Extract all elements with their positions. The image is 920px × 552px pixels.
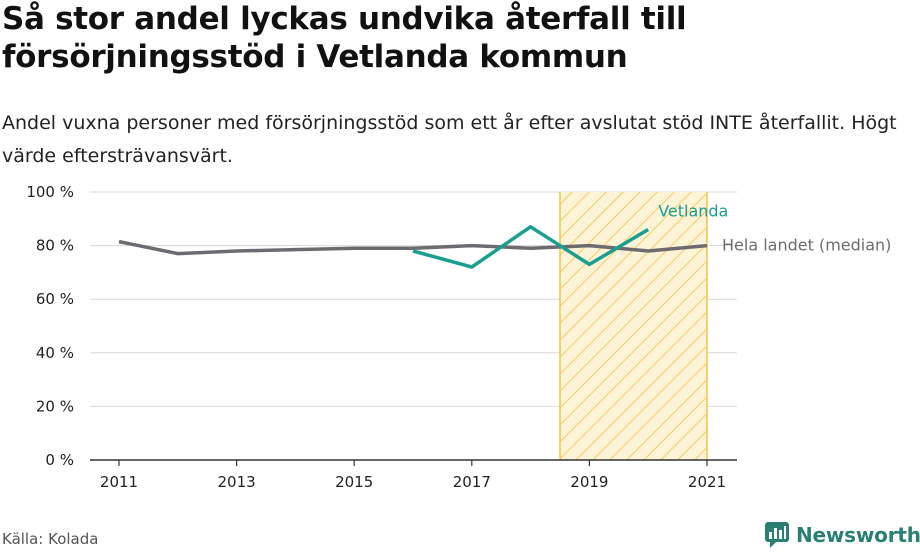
newsworthy-logo-icon	[765, 522, 789, 548]
y-tick-label: 80 %	[36, 237, 74, 255]
series-label-median: Hela landet (median)	[722, 236, 891, 255]
series-label-vetlanda: Vetlanda	[658, 202, 728, 221]
y-tick-label: 20 %	[36, 397, 74, 415]
series-lines	[118, 225, 708, 269]
x-tick-label: 2019	[570, 473, 608, 491]
x-tick-label: 2017	[453, 473, 491, 491]
source-note: Källa: Kolada	[2, 530, 99, 548]
y-tick-label: 100 %	[26, 183, 74, 201]
brand-name: Newsworthy	[796, 523, 920, 547]
y-tick-label: 40 %	[36, 344, 74, 362]
series-labels: Hela landet (median) Vetlanda	[658, 202, 891, 255]
x-tick-label: 2021	[688, 473, 726, 491]
line-chart: 0 % 20 % 40 % 60 % 80 % 100 % 2011 2013 2015 2017…	[26, 183, 891, 491]
series-line-hela-landet-median-	[118, 239, 708, 256]
chart-title: Så stor andel lyckas undvika återfall ti…	[2, 1, 687, 75]
x-tick-label: 2011	[100, 473, 138, 491]
axes: 0 % 20 % 40 % 60 % 80 % 100 % 2011 2013 2015 2017…	[26, 183, 737, 491]
y-tick-label: 0 %	[45, 451, 74, 469]
y-tick-label: 60 %	[36, 290, 74, 308]
chart-subtitle: Andel vuxna personer med försörjningsstö…	[2, 112, 897, 167]
x-tick-label: 2015	[335, 473, 373, 491]
series-line-vetlanda	[412, 225, 650, 269]
highlight-band	[560, 192, 707, 460]
highlight-area	[559, 192, 708, 460]
brand-logo: Newsworthy	[764, 520, 920, 550]
x-tick-label: 2013	[218, 473, 256, 491]
